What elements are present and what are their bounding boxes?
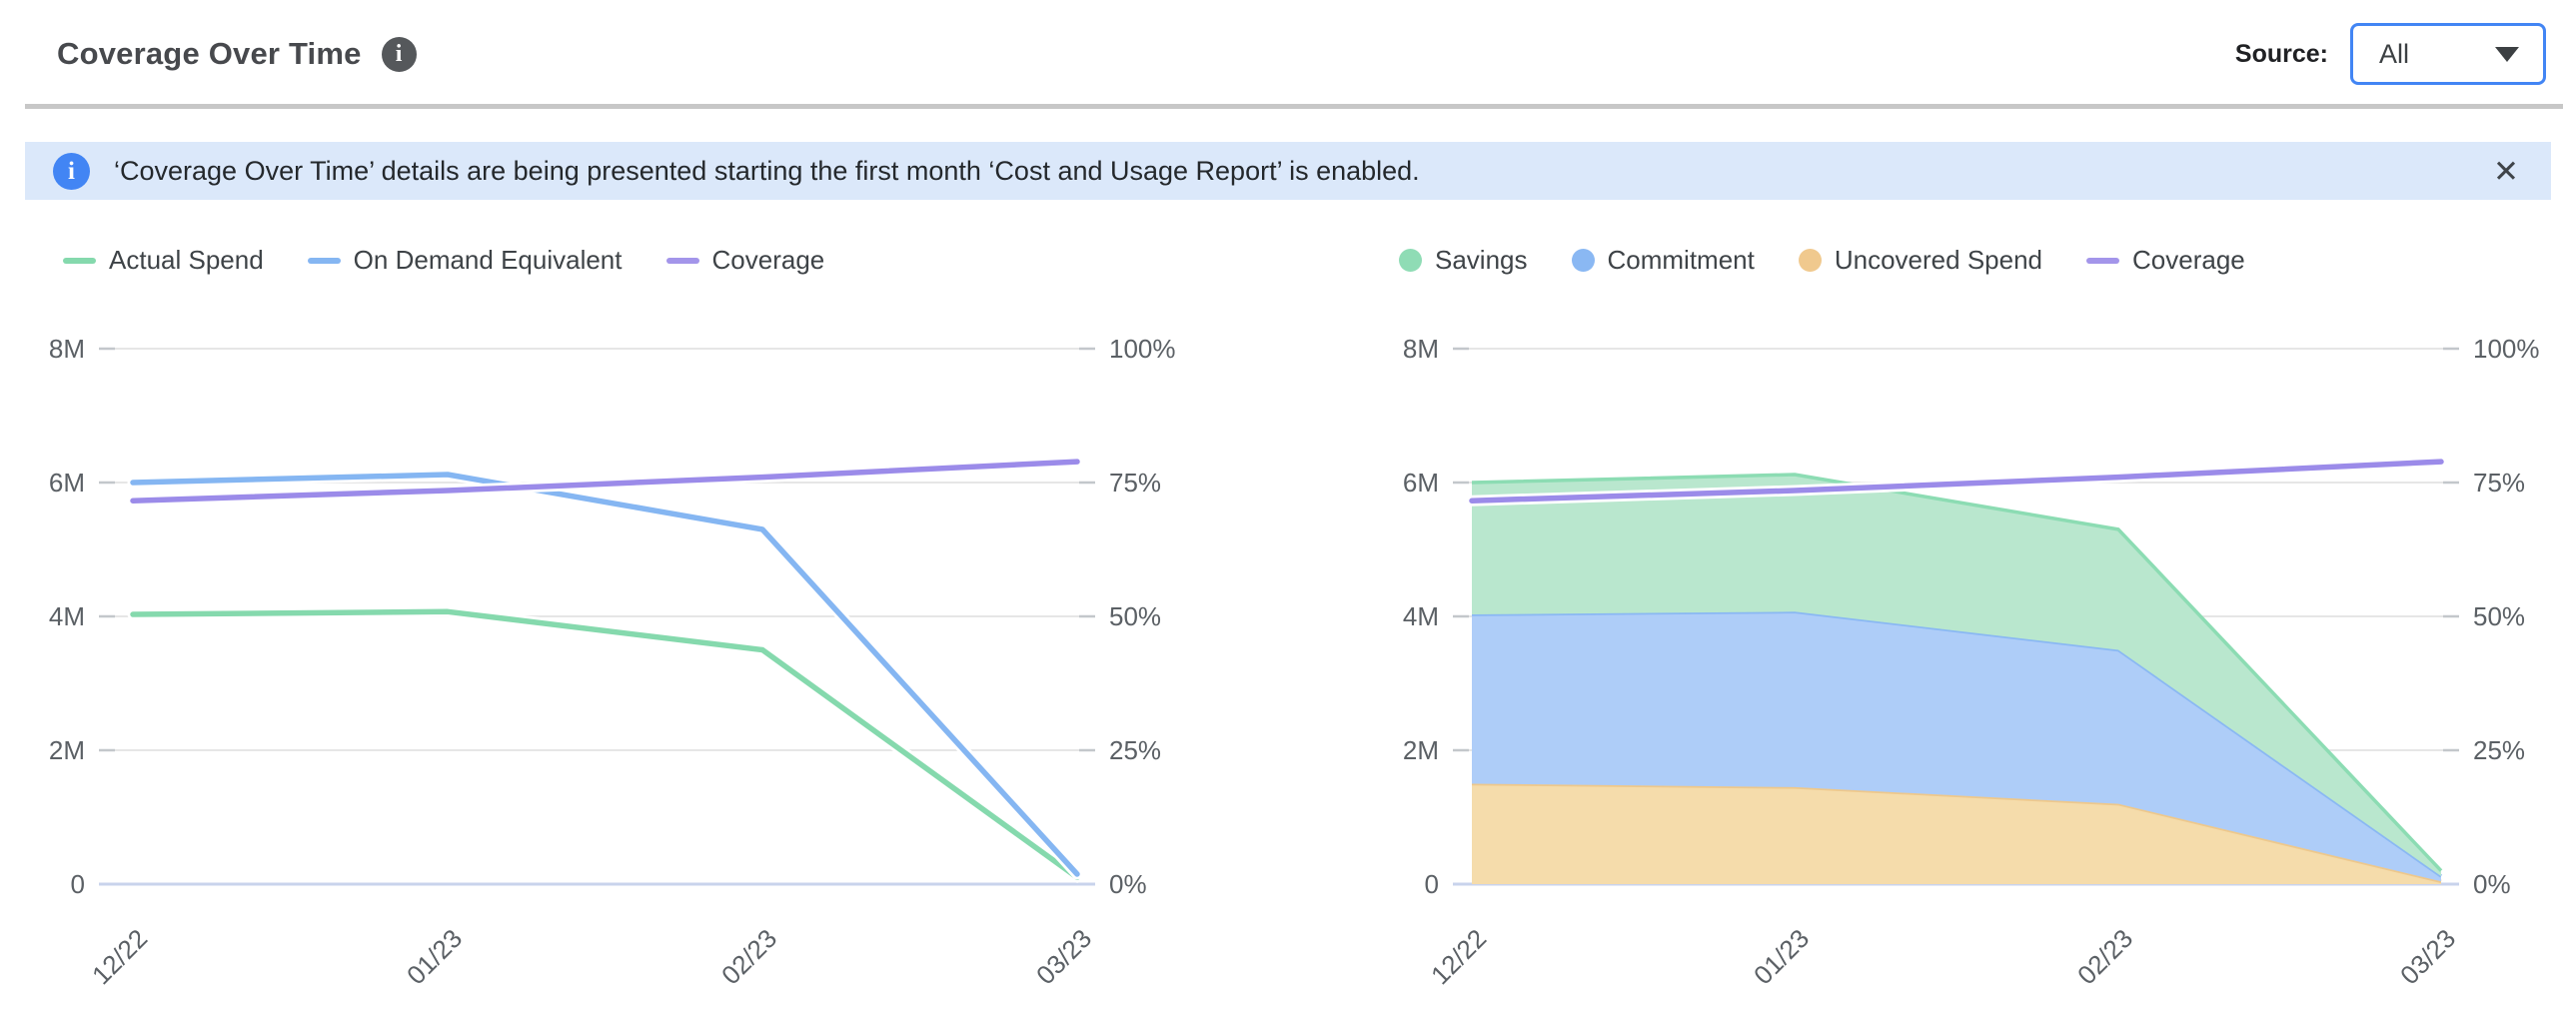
y-axis-left-label: 6M xyxy=(1403,468,1439,498)
y-axis-left-label: 6M xyxy=(49,468,85,498)
y-axis-left-label: 4M xyxy=(1403,601,1439,631)
x-axis-label: 12/22 xyxy=(86,923,153,990)
title-info-icon[interactable]: i xyxy=(381,36,417,72)
x-axis-label: 12/22 xyxy=(1425,923,1492,990)
chart-svg-0[interactable]: 0 0% 2M 25% 4M 50% 6M 75% 8M 100% 12/22 01/23 02/23 0… xyxy=(0,280,1288,1015)
panel-header: Coverage Over Time i Source: All xyxy=(0,0,2576,106)
source-label: Source: xyxy=(2234,39,2328,68)
legend-label: On Demand Equivalent xyxy=(353,245,623,275)
legend-label: Uncovered Spend xyxy=(1834,245,2042,275)
y-axis-right-label: 100% xyxy=(1109,334,1176,364)
chevron-down-icon xyxy=(2495,46,2519,62)
close-icon[interactable]: ✕ xyxy=(2493,153,2519,189)
x-axis-label: 02/23 xyxy=(715,923,782,990)
x-axis-label: 01/23 xyxy=(1748,923,1815,990)
y-axis-left-label: 0 xyxy=(71,869,85,899)
area-commitment[interactable] xyxy=(1472,611,2441,882)
legend-label: Coverage xyxy=(711,245,825,275)
source-dropdown[interactable]: All xyxy=(2350,23,2546,85)
banner-text: ‘Coverage Over Time’ details are being p… xyxy=(114,155,1420,186)
stacked-chart-legend: Savings Commitment Uncovered Spend Coverage xyxy=(1399,245,2245,276)
y-axis-right-label: 75% xyxy=(1109,468,1161,498)
y-axis-right-label: 0% xyxy=(1109,869,1147,899)
page-title: Coverage Over Time xyxy=(57,36,362,71)
x-axis-label: 03/23 xyxy=(2394,923,2461,990)
legend-item-on-demand-equivalent[interactable]: On Demand Equivalent xyxy=(307,245,623,276)
legend-item-savings[interactable]: Savings xyxy=(1399,245,1528,276)
line-chart-legend: Actual Spend On Demand Equivalent Coverage xyxy=(63,245,824,276)
line-on-demand-equivalent[interactable] xyxy=(130,472,1080,877)
legend-circle-marker xyxy=(1571,249,1595,272)
line-chart-canvas[interactable]: 0 0% 2M 25% 4M 50% 6M 75% 8M 100% 12/22 01/23 02/23 0… xyxy=(0,280,1288,1015)
line-halo xyxy=(127,605,1083,883)
legend-item-uncovered-spend[interactable]: Uncovered Spend xyxy=(1798,245,2042,276)
line-halo xyxy=(127,469,1083,880)
y-axis-right-label: 50% xyxy=(1109,601,1161,631)
legend-item-coverage[interactable]: Coverage xyxy=(665,245,825,276)
y-axis-right-label: 25% xyxy=(1109,735,1161,765)
legend-circle-marker xyxy=(1798,249,1822,272)
line-coverage[interactable] xyxy=(130,459,1080,504)
y-axis-right-label: 50% xyxy=(2473,601,2525,631)
coverage-line-chart: Actual Spend On Demand Equivalent Coverage… xyxy=(0,230,1288,1015)
legend-label: Commitment xyxy=(1607,245,1755,275)
legend-label: Coverage xyxy=(2132,245,2245,275)
coverage-stacked-chart: Savings Commitment Uncovered Spend Coverage… xyxy=(1288,230,2576,1015)
y-axis-right-label: 75% xyxy=(2473,468,2525,498)
legend-item-actual-spend[interactable]: Actual Spend xyxy=(63,245,264,276)
y-axis-left-label: 4M xyxy=(49,601,85,631)
x-axis-label: 03/23 xyxy=(1030,923,1097,990)
area-uncovered-spend[interactable] xyxy=(1472,783,2441,885)
area-savings[interactable] xyxy=(1472,475,2441,876)
legend-label: Actual Spend xyxy=(109,245,264,275)
y-axis-right-label: 0% xyxy=(2473,869,2511,899)
y-axis-left-label: 0 xyxy=(1425,869,1439,899)
header-divider xyxy=(25,104,2563,109)
legend-line-marker xyxy=(2086,257,2119,264)
source-control: Source: All xyxy=(2235,23,2546,85)
source-dropdown-value: All xyxy=(2379,38,2410,69)
legend-line-marker xyxy=(665,257,699,264)
info-banner: i ‘Coverage Over Time’ details are being… xyxy=(25,142,2551,200)
y-axis-right-label: 25% xyxy=(2473,735,2525,765)
y-axis-left-label: 2M xyxy=(1403,735,1439,765)
info-icon: i xyxy=(53,152,90,190)
area-edge-savings xyxy=(1471,473,2443,872)
line-coverage[interactable] xyxy=(1469,459,2444,504)
y-axis-left-label: 2M xyxy=(49,735,85,765)
y-axis-left-label: 8M xyxy=(49,334,85,364)
legend-circle-marker xyxy=(1399,249,1422,272)
legend-line-marker xyxy=(307,257,341,264)
stacked-chart-canvas[interactable]: 0 0% 2M 25% 4M 50% 6M 75% 8M 100% 12/22 01/23 02/23 0… xyxy=(1288,280,2576,1015)
legend-item-coverage[interactable]: Coverage xyxy=(2086,245,2245,276)
line-actual-spend[interactable] xyxy=(130,608,1080,881)
x-axis-label: 02/23 xyxy=(2071,923,2138,990)
y-axis-right-label: 100% xyxy=(2473,334,2540,364)
y-axis-left-label: 8M xyxy=(1403,334,1439,364)
x-axis-label: 01/23 xyxy=(401,923,468,990)
legend-line-marker xyxy=(63,257,96,264)
chart-svg-1[interactable]: 0 0% 2M 25% 4M 50% 6M 75% 8M 100% 12/22 01/23 02/23 0… xyxy=(1288,280,2576,1015)
legend-item-commitment[interactable]: Commitment xyxy=(1571,245,1755,276)
legend-label: Savings xyxy=(1435,245,1528,275)
title-row: Coverage Over Time i xyxy=(57,36,417,72)
